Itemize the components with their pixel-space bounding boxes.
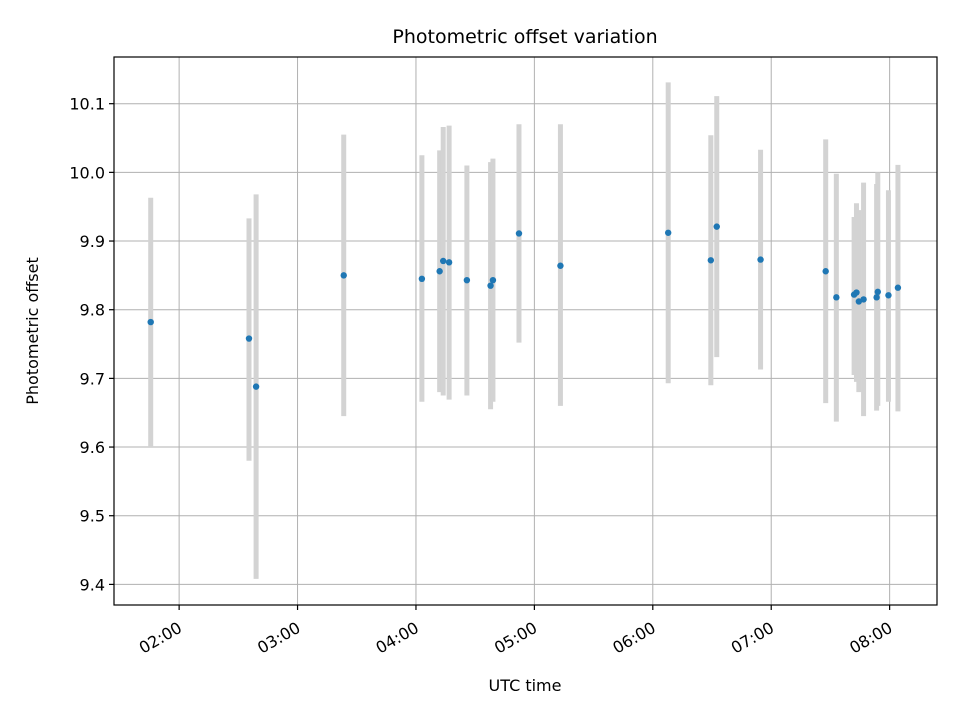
data-point	[757, 256, 764, 263]
y-tick-label: 9.4	[80, 575, 105, 594]
data-point	[894, 284, 902, 291]
y-tick-label: 9.6	[80, 438, 105, 457]
data-point	[664, 229, 672, 236]
data-point	[487, 282, 494, 289]
data-point	[245, 335, 253, 342]
data-point	[252, 383, 260, 390]
data-point	[147, 318, 154, 326]
data-point	[885, 292, 892, 299]
y-tick-label: 10.1	[69, 95, 105, 114]
y-tick-label: 9.5	[80, 507, 105, 526]
chart-title: Photometric offset variation	[392, 26, 657, 48]
y-tick-label: 9.8	[80, 301, 105, 320]
y-tick-label: 9.7	[80, 369, 105, 388]
data-point	[853, 289, 860, 296]
data-point	[833, 294, 840, 301]
plot-frame	[113, 56, 938, 606]
data-point	[860, 296, 867, 303]
y-axis-label: Photometric offset	[23, 257, 42, 405]
data-markers	[147, 223, 902, 390]
data-point	[463, 276, 471, 284]
data-point	[713, 223, 720, 230]
data-point	[557, 262, 564, 269]
data-point	[515, 230, 523, 237]
data-point	[822, 268, 829, 275]
data-point	[489, 276, 497, 284]
data-point	[418, 275, 426, 283]
data-point	[873, 294, 880, 301]
data-point	[445, 259, 453, 266]
data-point	[707, 257, 715, 264]
x-axis-label: UTC time	[489, 676, 562, 695]
y-tick-label: 9.9	[80, 232, 105, 251]
data-point	[340, 272, 347, 279]
y-tick-label: 10.0	[69, 163, 105, 182]
y-axis-ticks: 9.4 9.5 9.6 9.7 9.8 9.9 10.0 10.1	[69, 95, 114, 594]
data-point	[436, 268, 443, 275]
data-point	[874, 288, 881, 296]
data-point	[440, 257, 447, 265]
